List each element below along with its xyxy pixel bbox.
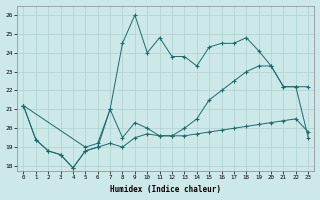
X-axis label: Humidex (Indice chaleur): Humidex (Indice chaleur) (110, 185, 221, 194)
